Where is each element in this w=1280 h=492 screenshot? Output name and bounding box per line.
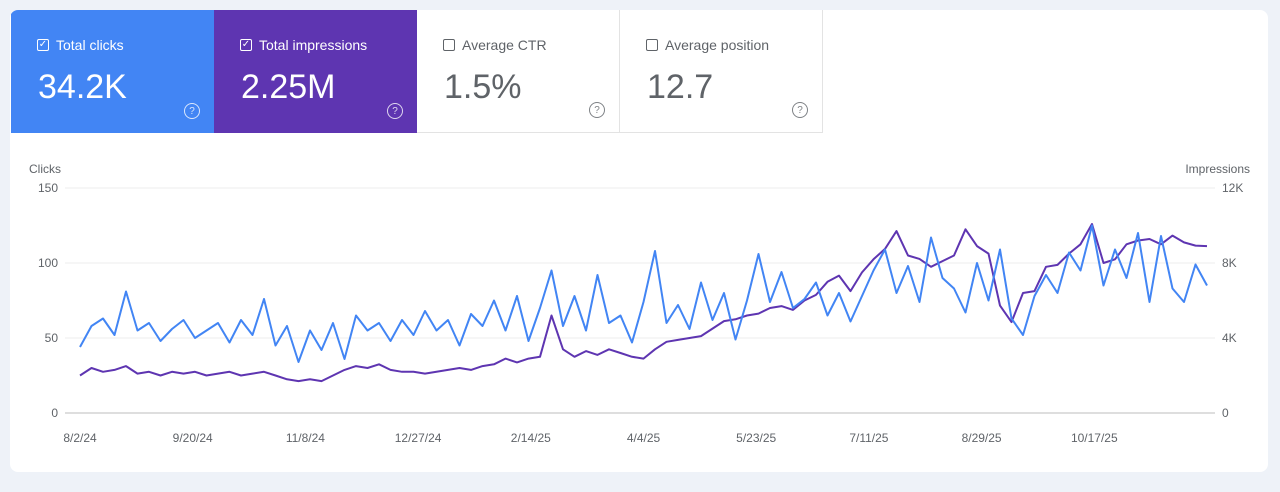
checkbox-checked-icon[interactable]: ✓ — [240, 39, 252, 51]
x-tick: 8/2/24 — [63, 431, 97, 445]
checkbox-checked-icon[interactable]: ✓ — [37, 39, 49, 51]
x-tick: 2/14/25 — [511, 431, 551, 445]
metric-value: 1.5% — [444, 68, 522, 106]
checkbox-unchecked-icon[interactable] — [646, 39, 658, 51]
metric-tile-total-clicks[interactable]: ✓ Total clicks 34.2K ? — [11, 10, 214, 133]
metric-label: Average position — [665, 37, 770, 53]
y-tick-left: 100 — [38, 256, 58, 270]
y-tick-right: 12K — [1222, 181, 1243, 195]
metric-label: Total clicks — [56, 37, 124, 53]
help-circle-icon[interactable]: ? — [792, 102, 808, 118]
help-circle-icon[interactable]: ? — [387, 103, 403, 119]
y-tick-left: 150 — [38, 181, 58, 195]
x-tick: 10/17/25 — [1071, 431, 1118, 445]
y-tick-left: 0 — [51, 406, 58, 420]
help-circle-icon[interactable]: ? — [589, 102, 605, 118]
metric-value: 34.2K — [38, 68, 127, 106]
y-tick-right: 8K — [1222, 256, 1237, 270]
checkbox-unchecked-icon[interactable] — [443, 39, 455, 51]
series-line-impressions — [79, 223, 1208, 383]
y-axis-right-label: Impressions — [1185, 162, 1250, 176]
x-tick: 12/27/24 — [395, 431, 442, 445]
metric-tile-average-ctr[interactable]: Average CTR 1.5% ? — [417, 10, 620, 133]
x-tick: 8/29/25 — [962, 431, 1002, 445]
y-tick-right: 0 — [1222, 406, 1229, 420]
y-axis-left-label: Clicks — [29, 162, 61, 176]
y-tick-right: 4K — [1222, 331, 1237, 345]
x-tick: 9/20/24 — [173, 431, 213, 445]
x-tick: 5/23/25 — [736, 431, 776, 445]
y-tick-left: 50 — [45, 331, 59, 345]
metric-label: Average CTR — [462, 37, 547, 53]
x-tick: 7/11/25 — [849, 431, 888, 445]
metric-tile-total-impressions[interactable]: ✓ Total impressions 2.25M ? — [214, 10, 417, 133]
metric-value: 12.7 — [647, 68, 714, 106]
help-circle-icon[interactable]: ? — [184, 103, 200, 119]
performance-card: ✓ Total clicks 34.2K ? ✓ Total impressions… — [10, 10, 1268, 472]
metric-label: Total impressions — [259, 37, 368, 53]
metric-tile-average-position[interactable]: Average position 12.7 ? — [620, 10, 823, 133]
x-tick: 11/8/24 — [286, 431, 325, 445]
series-line-clicks — [79, 224, 1208, 363]
metric-value: 2.25M — [241, 68, 336, 106]
x-tick: 4/4/25 — [627, 431, 661, 445]
